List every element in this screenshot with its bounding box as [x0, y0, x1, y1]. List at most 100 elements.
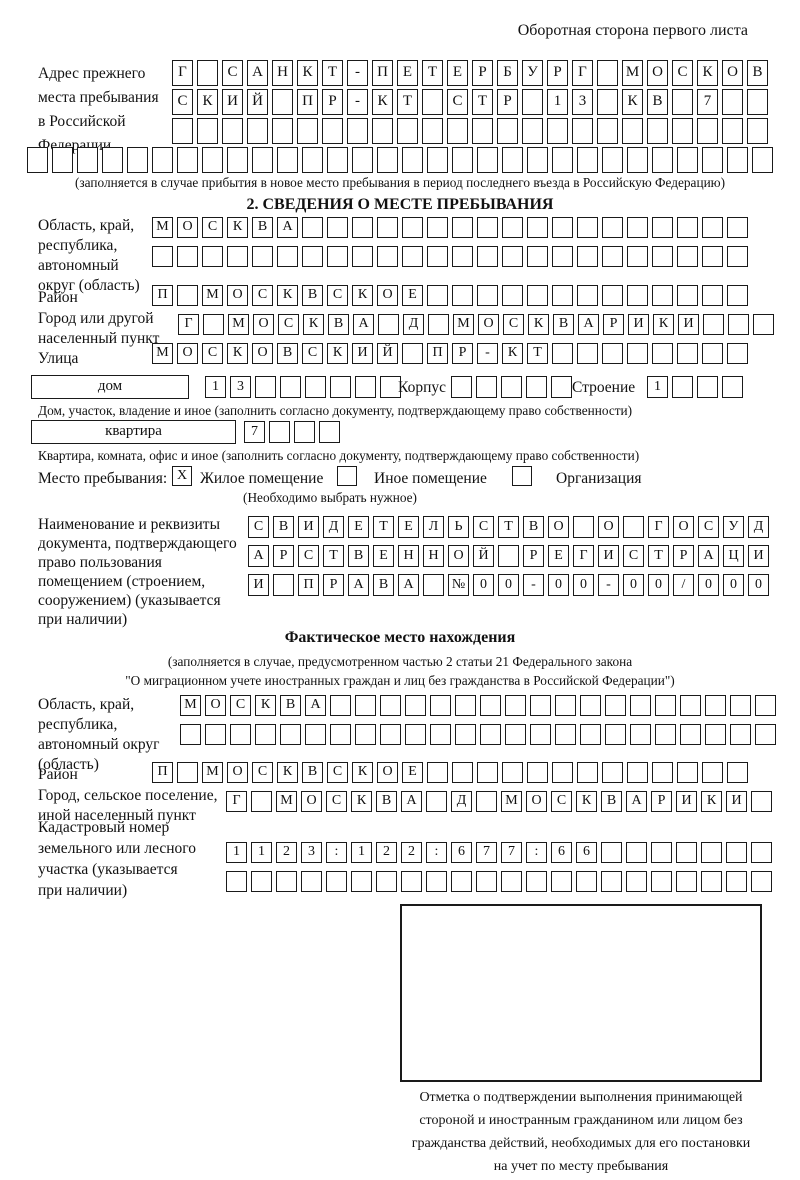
- char-cell[interactable]: С: [473, 516, 494, 538]
- char-cell[interactable]: Е: [348, 516, 369, 538]
- char-cell[interactable]: [626, 871, 647, 892]
- char-cell[interactable]: [501, 871, 522, 892]
- char-cell[interactable]: [577, 285, 598, 306]
- char-cell[interactable]: [577, 246, 598, 267]
- char-cell[interactable]: М: [453, 314, 474, 335]
- char-cell[interactable]: И: [676, 791, 697, 812]
- char-cell[interactable]: О: [377, 285, 398, 306]
- char-cell[interactable]: К: [303, 314, 324, 335]
- char-cell[interactable]: [255, 724, 276, 745]
- char-cell[interactable]: И: [628, 314, 649, 335]
- char-cell[interactable]: И: [726, 791, 747, 812]
- char-cell[interactable]: [552, 343, 573, 364]
- char-cell[interactable]: :: [526, 842, 547, 863]
- char-cell[interactable]: [652, 246, 673, 267]
- char-cell[interactable]: [452, 246, 473, 267]
- char-cell[interactable]: [577, 217, 598, 238]
- char-cell[interactable]: [330, 695, 351, 716]
- char-cell[interactable]: [605, 695, 626, 716]
- char-cell[interactable]: О: [301, 791, 322, 812]
- char-cell[interactable]: Е: [402, 285, 423, 306]
- char-cell[interactable]: [622, 118, 643, 144]
- char-cell[interactable]: [272, 118, 293, 144]
- char-cell[interactable]: П: [152, 762, 173, 783]
- char-cell[interactable]: [427, 147, 448, 173]
- char-cell[interactable]: [727, 343, 748, 364]
- char-cell[interactable]: 0: [698, 574, 719, 596]
- char-cell[interactable]: [705, 695, 726, 716]
- char-cell[interactable]: [77, 147, 98, 173]
- char-cell[interactable]: [627, 246, 648, 267]
- char-cell[interactable]: [177, 762, 198, 783]
- char-cell[interactable]: [552, 762, 573, 783]
- char-cell[interactable]: [427, 246, 448, 267]
- char-cell[interactable]: К: [227, 343, 248, 364]
- char-cell[interactable]: Г: [572, 60, 593, 86]
- char-cell[interactable]: [626, 842, 647, 863]
- char-cell[interactable]: К: [622, 89, 643, 115]
- char-cell[interactable]: [602, 147, 623, 173]
- char-cell[interactable]: [423, 574, 444, 596]
- char-cell[interactable]: К: [352, 285, 373, 306]
- char-cell[interactable]: [326, 871, 347, 892]
- char-cell[interactable]: 6: [576, 842, 597, 863]
- char-cell[interactable]: Р: [323, 574, 344, 596]
- char-cell[interactable]: [577, 343, 598, 364]
- char-cell[interactable]: [597, 89, 618, 115]
- char-cell[interactable]: [227, 246, 248, 267]
- char-cell[interactable]: [280, 724, 301, 745]
- char-cell[interactable]: [405, 695, 426, 716]
- char-cell[interactable]: -: [598, 574, 619, 596]
- char-cell[interactable]: [630, 695, 651, 716]
- char-cell[interactable]: [252, 246, 273, 267]
- char-cell[interactable]: [652, 762, 673, 783]
- char-cell[interactable]: [755, 695, 776, 716]
- char-cell[interactable]: [755, 724, 776, 745]
- char-cell[interactable]: [327, 217, 348, 238]
- char-cell[interactable]: Е: [373, 545, 394, 567]
- char-cell[interactable]: С: [326, 791, 347, 812]
- char-cell[interactable]: А: [348, 574, 369, 596]
- char-cell[interactable]: [502, 246, 523, 267]
- char-cell[interactable]: Т: [373, 516, 394, 538]
- char-cell[interactable]: [426, 871, 447, 892]
- char-cell[interactable]: [255, 376, 276, 398]
- char-cell[interactable]: В: [302, 762, 323, 783]
- char-cell[interactable]: [703, 314, 724, 335]
- char-cell[interactable]: :: [326, 842, 347, 863]
- char-cell[interactable]: [576, 871, 597, 892]
- char-cell[interactable]: [301, 871, 322, 892]
- char-cell[interactable]: [451, 871, 472, 892]
- char-cell[interactable]: [652, 285, 673, 306]
- char-cell[interactable]: [577, 147, 598, 173]
- char-cell[interactable]: [480, 724, 501, 745]
- char-cell[interactable]: К: [653, 314, 674, 335]
- char-cell[interactable]: [302, 147, 323, 173]
- char-cell[interactable]: [527, 246, 548, 267]
- char-cell[interactable]: [555, 724, 576, 745]
- char-cell[interactable]: [722, 118, 743, 144]
- char-cell[interactable]: [352, 147, 373, 173]
- char-cell[interactable]: 1: [226, 842, 247, 863]
- char-cell[interactable]: 0: [548, 574, 569, 596]
- char-cell[interactable]: [102, 147, 123, 173]
- char-cell[interactable]: 6: [451, 842, 472, 863]
- char-cell[interactable]: [401, 871, 422, 892]
- char-cell[interactable]: [526, 376, 547, 398]
- char-cell[interactable]: Т: [323, 545, 344, 567]
- char-cell[interactable]: [530, 724, 551, 745]
- char-cell[interactable]: [701, 871, 722, 892]
- char-cell[interactable]: [551, 376, 572, 398]
- char-cell[interactable]: [269, 421, 290, 443]
- char-cell[interactable]: [477, 217, 498, 238]
- char-cell[interactable]: 0: [623, 574, 644, 596]
- char-cell[interactable]: Л: [423, 516, 444, 538]
- char-cell[interactable]: В: [252, 217, 273, 238]
- char-cell[interactable]: [552, 246, 573, 267]
- char-cell[interactable]: [751, 791, 772, 812]
- char-cell[interactable]: Т: [498, 516, 519, 538]
- char-cell[interactable]: 1: [647, 376, 668, 398]
- checkbox-organizatsiya[interactable]: [512, 466, 532, 486]
- char-cell[interactable]: 2: [276, 842, 297, 863]
- char-cell[interactable]: [652, 343, 673, 364]
